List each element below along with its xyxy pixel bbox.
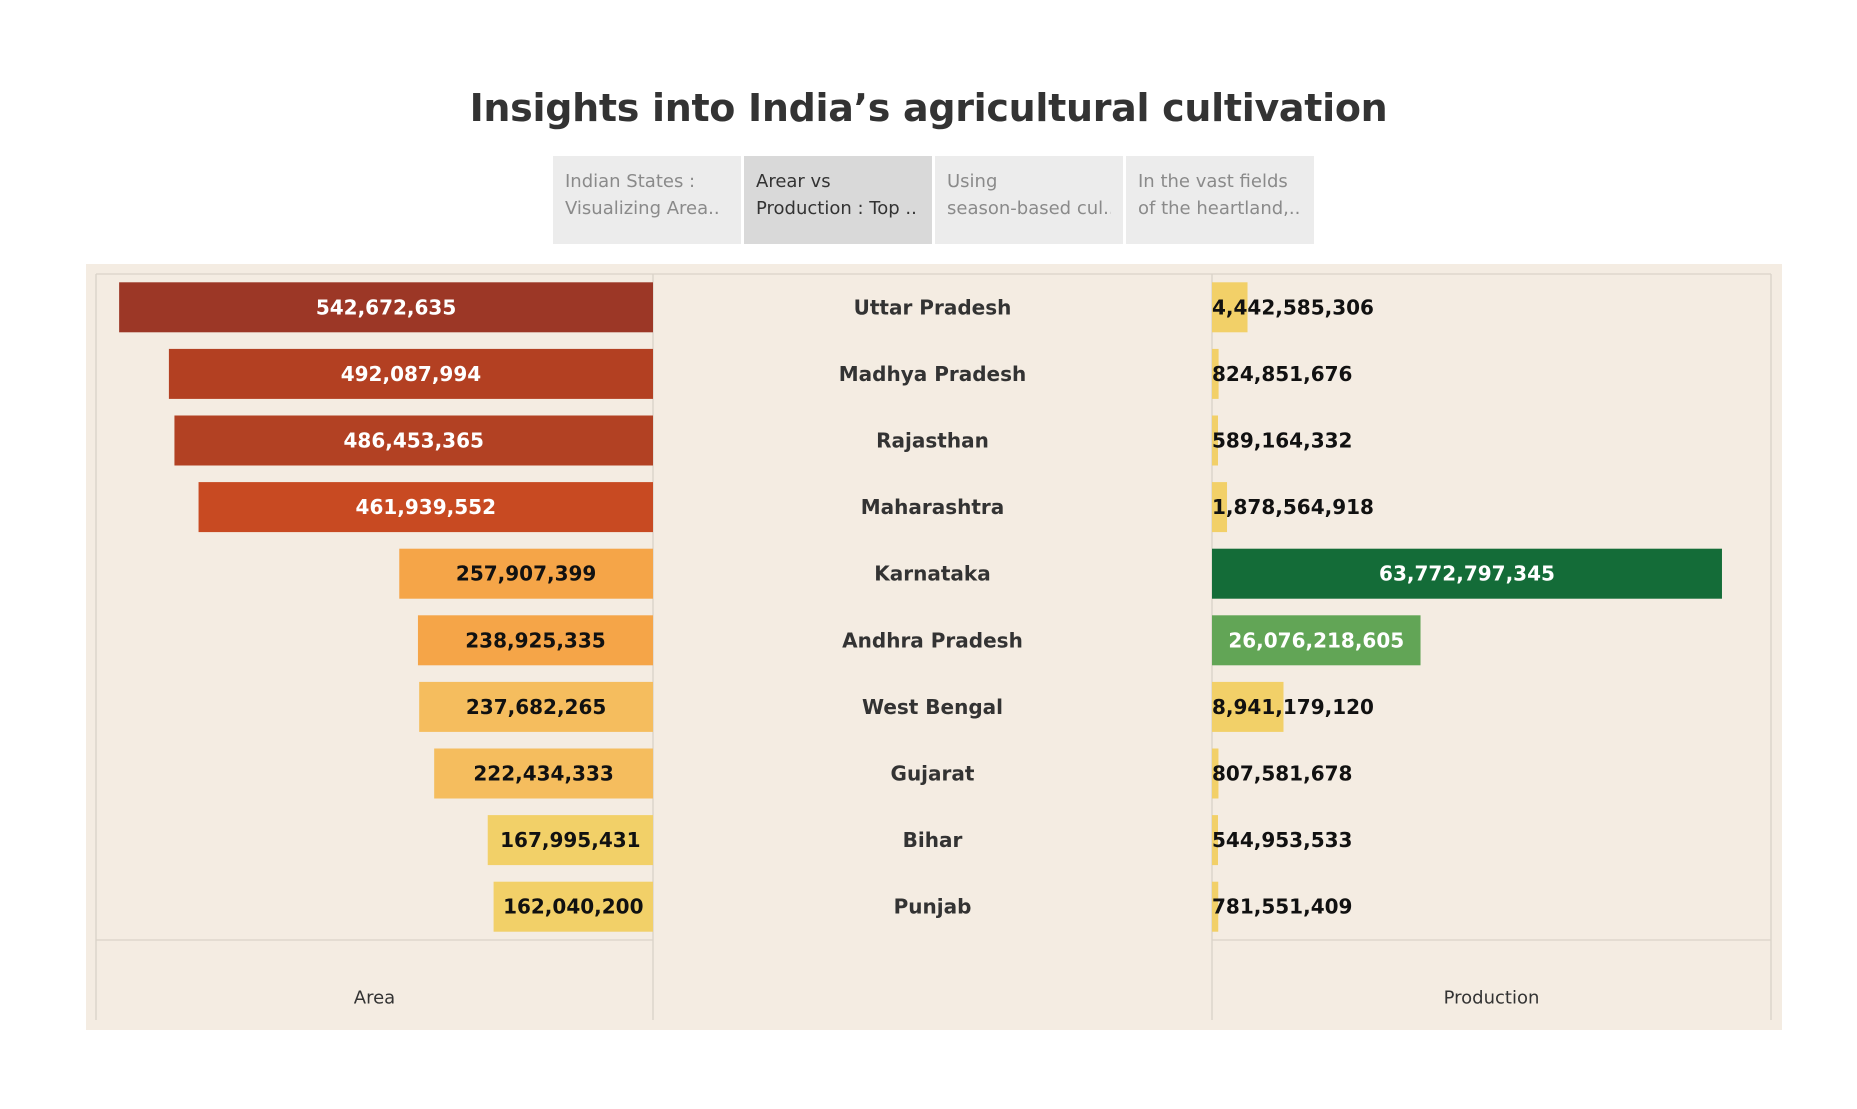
production-bar-label: 824,851,676: [1212, 362, 1352, 386]
area-bar-label: 167,995,431: [500, 828, 640, 852]
area-bar: [399, 548, 653, 599]
area-bar-label: 222,434,333: [473, 762, 613, 786]
production-bar: [1212, 348, 1219, 399]
area-bar: [417, 615, 653, 666]
production-bar-label: 589,164,332: [1212, 429, 1352, 453]
production-bar-label: 781,551,409: [1212, 895, 1352, 919]
area-bar: [493, 881, 653, 932]
state-label: Maharashtra: [861, 495, 1005, 519]
area-bar-label: 486,453,365: [343, 429, 483, 453]
production-bar: [1212, 282, 1248, 333]
area-bar: [419, 681, 653, 732]
story-tab-3[interactable]: Using season-based cul..: [935, 156, 1123, 244]
state-label: Uttar Pradesh: [854, 295, 1012, 319]
story-tab-3-line2: season-based cul..: [947, 198, 1111, 219]
production-axis-title: Production: [1444, 988, 1540, 1009]
state-label: Karnataka: [874, 562, 990, 586]
area-bar: [119, 282, 653, 333]
story-tab-2-line1: Arear vs: [756, 171, 831, 192]
production-bar-label: 807,581,678: [1212, 762, 1352, 786]
area-bar-label: 257,907,399: [456, 562, 596, 586]
story-tab-4-line1: In the vast fields: [1138, 171, 1288, 192]
production-bar: [1212, 548, 1722, 599]
production-bar-label: 4,442,585,306: [1212, 295, 1374, 319]
story-tab-4-line2: of the heartland,..: [1138, 198, 1301, 219]
state-label: Andhra Pradesh: [842, 628, 1023, 652]
production-bar-label: 8,941,179,120: [1212, 695, 1374, 719]
production-bar-label: 1,878,564,918: [1212, 495, 1374, 519]
area-bar-label: 461,939,552: [356, 495, 496, 519]
chart-panel: 542,672,635 Uttar Pradesh 4,442,585,306 492…: [86, 264, 1782, 1030]
production-bar: [1212, 482, 1228, 533]
area-bar: [174, 415, 653, 466]
state-label: Rajasthan: [876, 429, 989, 453]
story-point-tabs: Indian States : Visualizing Area.. Arear…: [553, 156, 1314, 244]
story-tab-3-line1: Using: [947, 171, 998, 192]
state-label: Punjab: [894, 895, 972, 919]
area-bar-label: 492,087,994: [341, 362, 481, 386]
story-tab-2[interactable]: Arear vs Production : Top ..: [744, 156, 932, 244]
area-bar: [434, 748, 653, 799]
area-bar-label: 162,040,200: [503, 895, 643, 919]
production-bar: [1212, 815, 1218, 866]
production-bar-label: 63,772,797,345: [1379, 562, 1555, 586]
story-tab-4[interactable]: In the vast fields of the heartland,..: [1126, 156, 1314, 244]
butterfly-bar-chart: 542,672,635 Uttar Pradesh 4,442,585,306 492…: [95, 273, 1772, 1020]
area-bar-label: 237,682,265: [466, 695, 606, 719]
page-title: Insights into India’s agricultural culti…: [469, 86, 1388, 130]
production-bar: [1212, 415, 1218, 466]
state-label: Madhya Pradesh: [839, 362, 1027, 386]
state-label: West Bengal: [862, 695, 1003, 719]
production-bar: [1212, 748, 1219, 799]
production-bar-label: 26,076,218,605: [1228, 628, 1404, 652]
area-bar-label: 542,672,635: [316, 295, 456, 319]
production-bar: [1212, 881, 1219, 932]
area-bar-label: 238,925,335: [465, 628, 605, 652]
story-tab-2-line2: Production : Top ..: [756, 198, 917, 219]
state-label: Gujarat: [891, 762, 975, 786]
production-bar-label: 544,953,533: [1212, 828, 1352, 852]
state-label: Bihar: [903, 828, 963, 852]
story-tab-1-line2: Visualizing Area..: [565, 198, 720, 219]
story-tab-1[interactable]: Indian States : Visualizing Area..: [553, 156, 741, 244]
area-axis-title: Area: [354, 988, 395, 1009]
story-tab-1-line1: Indian States :: [565, 171, 696, 192]
area-bar: [198, 482, 653, 533]
production-bar: [1212, 681, 1284, 732]
area-bar: [168, 348, 653, 399]
production-bar: [1212, 615, 1421, 666]
area-bar: [487, 815, 653, 866]
